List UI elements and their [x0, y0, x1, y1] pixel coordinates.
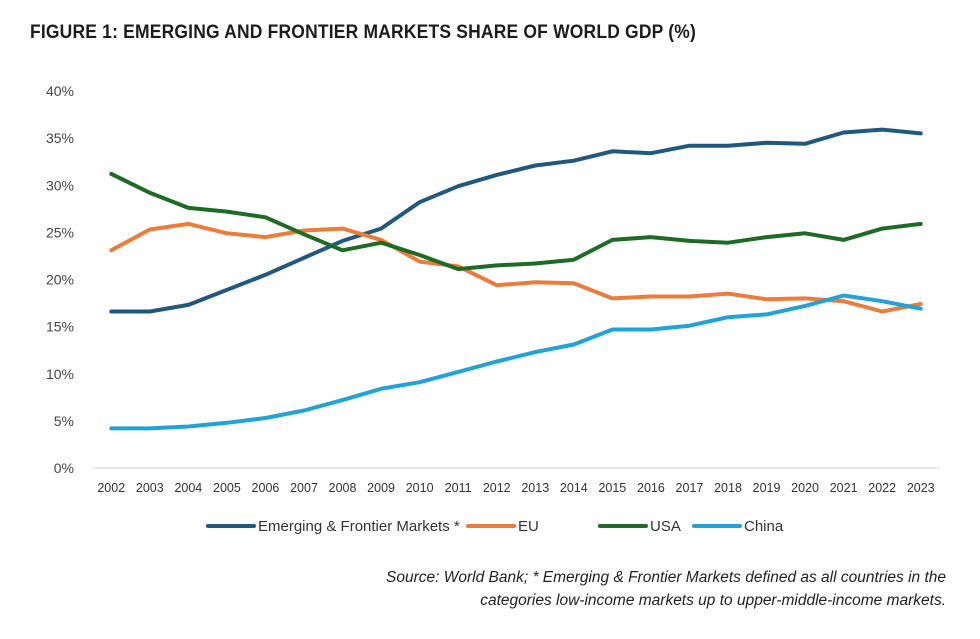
- x-tick-label: 2009: [367, 481, 395, 495]
- source-note: Source: World Bank; * Emerging & Frontie…: [226, 566, 946, 612]
- line-chart: 0% 5% 10% 15% 20% 25% 30% 35% 40% 2002 2003 2004 200…: [46, 83, 940, 535]
- x-tick-label: 2016: [637, 481, 665, 495]
- y-tick-label: 40%: [46, 83, 74, 99]
- x-tick-label: 2015: [598, 481, 626, 495]
- y-tick-label: 15%: [46, 319, 74, 335]
- legend-label: USA: [650, 518, 681, 535]
- source-note-line-2: categories low-income markets up to uppe…: [480, 592, 946, 609]
- x-tick-label: 2008: [329, 481, 357, 495]
- legend-label: China: [744, 518, 784, 535]
- x-tick-label: 2018: [714, 481, 742, 495]
- x-tick-label: 2022: [868, 481, 896, 495]
- x-tick-label: 2014: [560, 481, 588, 495]
- x-tick-label: 2012: [483, 481, 511, 495]
- y-tick-label: 10%: [46, 366, 74, 382]
- legend-label: EU: [518, 518, 539, 535]
- source-note-line-1: Source: World Bank; * Emerging & Frontie…: [386, 569, 946, 586]
- x-tick-label: 2007: [290, 481, 318, 495]
- x-tick-label: 2013: [521, 481, 549, 495]
- x-tick-label: 2003: [136, 481, 164, 495]
- y-tick-label: 30%: [46, 177, 74, 193]
- x-tick-label: 2023: [907, 481, 935, 495]
- chart-title: FIGURE 1: EMERGING AND FRONTIER MARKETS …: [30, 22, 696, 43]
- x-tick-label: 2011: [445, 481, 472, 495]
- x-tick-label: 2021: [830, 481, 858, 495]
- y-tick-label: 20%: [46, 272, 74, 288]
- y-tick-label: 0%: [54, 460, 74, 476]
- legend-label: Emerging & Frontier Markets *: [258, 518, 460, 535]
- series-line-usa: [109, 171, 923, 272]
- series-line-emerging-frontier-markets: [109, 127, 923, 314]
- y-tick-label: 25%: [46, 224, 74, 240]
- x-tick-label: 2020: [791, 481, 819, 495]
- x-tick-label: 2004: [174, 481, 202, 495]
- series-line-china: [109, 293, 923, 431]
- y-tick-label: 5%: [54, 413, 74, 429]
- y-tick-label: 35%: [46, 130, 74, 146]
- x-tick-label: 2006: [252, 481, 280, 495]
- x-tick-label: 2019: [753, 481, 781, 495]
- x-tick-label: 2010: [406, 481, 434, 495]
- series-line-eu: [109, 221, 923, 314]
- x-tick-label: 2017: [676, 481, 704, 495]
- x-tick-label: 2005: [213, 481, 241, 495]
- x-tick-label: 2002: [97, 481, 125, 495]
